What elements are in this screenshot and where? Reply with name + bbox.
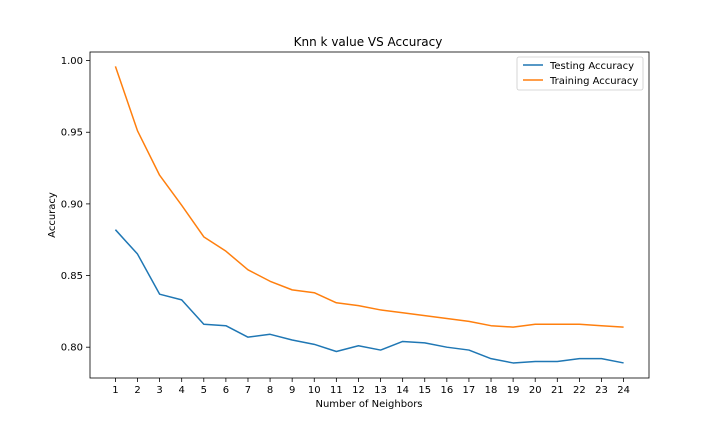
series-line-training-accuracy — [114, 66, 624, 328]
chart-title: Knn k value VS Accuracy — [294, 35, 443, 49]
x-tick-label: 11 — [330, 385, 343, 396]
x-tick-label: 9 — [289, 385, 295, 396]
x-tick-label: 16 — [440, 385, 453, 396]
x-tick-label: 19 — [507, 385, 520, 396]
series-layer — [114, 66, 624, 364]
x-tick-label: 17 — [463, 385, 476, 396]
x-tick-label: 14 — [396, 385, 409, 396]
x-axis: 1 2 3 4 5 6 7 8 9 10 11 12 13 14 15 16 17 18 19 20 21 22 23 24 — [112, 378, 630, 396]
x-tick-label: 4 — [179, 385, 185, 396]
x-tick-label: 1 — [112, 385, 118, 396]
y-axis-title: Accuracy — [47, 192, 58, 238]
x-tick-label: 20 — [529, 385, 542, 396]
legend-label-training: Training Accuracy — [549, 76, 638, 87]
legend: Testing Accuracy Training Accuracy — [516, 56, 644, 91]
legend-label-testing: Testing Accuracy — [549, 61, 634, 72]
legend-box — [516, 56, 644, 91]
x-tick-label: 3 — [156, 385, 162, 396]
x-tick-label: 23 — [595, 385, 608, 396]
x-tick-label: 24 — [617, 385, 630, 396]
x-tick-label: 15 — [418, 385, 431, 396]
y-tick-label: 0.90 — [61, 199, 83, 210]
x-tick-label: 18 — [485, 385, 498, 396]
x-axis-title: Number of Neighbors — [315, 399, 422, 410]
x-tick-label: 7 — [245, 385, 251, 396]
series-line-testing-accuracy — [114, 229, 624, 364]
x-tick-label: 5 — [201, 385, 207, 396]
y-tick-label: 0.80 — [61, 343, 83, 354]
x-tick-label: 22 — [573, 385, 586, 396]
y-axis: 0.80 0.85 0.90 0.95 1.00 — [61, 56, 90, 354]
x-tick-label: 12 — [352, 385, 365, 396]
x-tick-label: 6 — [223, 385, 229, 396]
x-tick-label: 8 — [267, 385, 273, 396]
x-tick-label: 2 — [134, 385, 140, 396]
y-tick-label: 0.85 — [61, 271, 83, 282]
y-tick-label: 0.95 — [61, 128, 83, 139]
x-tick-label: 10 — [308, 385, 321, 396]
y-tick-label: 1.00 — [61, 56, 83, 67]
x-tick-label: 21 — [551, 385, 564, 396]
x-tick-label: 13 — [374, 385, 387, 396]
plot-frame — [89, 51, 650, 379]
